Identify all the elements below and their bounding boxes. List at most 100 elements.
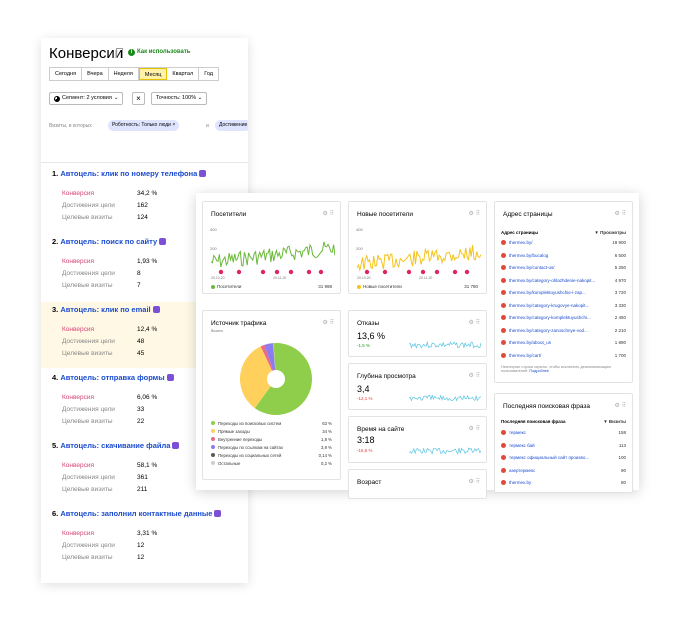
table-row[interactable]: thermex.by/category-krugovye-nakopit... 3… bbox=[501, 302, 626, 308]
x-tick: 20.11.20 bbox=[273, 276, 287, 280]
filter-chip-achievement[interactable]: Достижение bbox=[215, 120, 248, 131]
goal-title[interactable]: 2. Автоцель: поиск по сайту bbox=[52, 237, 167, 246]
table-row[interactable]: thermex.by/category-ohlazhdenie-nakopit.… bbox=[501, 277, 626, 283]
annotation-marker[interactable] bbox=[406, 269, 412, 275]
page-url[interactable]: thermex.by/contact-us/ bbox=[509, 265, 555, 270]
page-url[interactable]: thermex.by/komplektuyushchie-i-zap... bbox=[509, 290, 586, 295]
tab-week[interactable]: Неделя bbox=[109, 68, 139, 80]
how-to-use-label: Как использовать bbox=[137, 49, 191, 55]
tab-yesterday[interactable]: Вчера bbox=[82, 68, 109, 80]
widget-controls[interactable]: ⚙ ⠿ bbox=[468, 320, 480, 326]
annotation-marker[interactable] bbox=[236, 269, 242, 275]
filter-chip-robotness[interactable]: Роботность: Только люди × bbox=[108, 120, 180, 131]
more-link[interactable]: Подробнее bbox=[529, 369, 550, 373]
annotation-marker[interactable] bbox=[306, 269, 312, 275]
annotation-marker[interactable] bbox=[260, 269, 266, 275]
age-widget: Возраст ⚙ ⠿ bbox=[348, 469, 487, 499]
search-phrase[interactable]: термекс бай bbox=[509, 442, 535, 448]
legend-value: 3,9 % bbox=[321, 445, 332, 450]
legend-swatch bbox=[211, 429, 215, 433]
table-row[interactable]: термекс официальный сайт произво... 100 bbox=[501, 455, 626, 460]
table-row[interactable]: термекс бай 113 bbox=[501, 442, 626, 448]
annotation-marker[interactable] bbox=[420, 269, 426, 275]
page-views: 5 250 bbox=[614, 265, 626, 270]
search-phrase[interactable]: термекс официальный сайт произво... bbox=[509, 455, 590, 460]
table-row[interactable]: thermex.by/category-zanoschnye-vod... 2 2… bbox=[501, 327, 626, 333]
conversion-label: Конверсия bbox=[62, 530, 95, 537]
page-url[interactable]: thermex.by/category-zanoschnye-vod... bbox=[509, 327, 588, 333]
annotation-marker[interactable] bbox=[434, 269, 440, 275]
page-url[interactable]: thermex.by/category-komplektuyushchi... bbox=[509, 315, 591, 320]
page-url[interactable]: thermex.by/ bbox=[509, 240, 533, 245]
table-row[interactable]: thermex.by/19 900 bbox=[501, 240, 626, 245]
annotation-marker[interactable] bbox=[452, 269, 458, 275]
annotation-marker[interactable] bbox=[218, 269, 224, 275]
table-row[interactable]: thermex.by/komplektuyushchie-i-zap... 3 7… bbox=[501, 290, 626, 295]
widget-controls[interactable]: ⚙ ⠿ bbox=[468, 373, 480, 379]
widget-controls[interactable]: ⚙ ⠿ bbox=[468, 426, 480, 432]
page-url[interactable]: thermex.by/bucalog bbox=[509, 252, 549, 258]
annotation-marker[interactable] bbox=[318, 269, 324, 275]
metric-value: 3:18 bbox=[357, 435, 375, 445]
pie-slice[interactable] bbox=[272, 343, 276, 379]
tab-quarter[interactable]: Квартал bbox=[167, 68, 200, 80]
annotation-marker[interactable] bbox=[464, 269, 470, 275]
legend-label: Переходы по ссылкам на сайтах bbox=[218, 445, 284, 450]
segment-dropdown[interactable]: Сегмент: 2 условия ⌄ bbox=[49, 92, 124, 105]
table-row[interactable]: термекс 158 bbox=[501, 430, 626, 435]
page-url[interactable]: thermex.by/cart/ bbox=[509, 352, 542, 358]
goal-title[interactable]: 3. Автоцель: клик по email bbox=[52, 305, 160, 314]
table-row[interactable]: thermex.by/about_us 1 890 bbox=[501, 340, 626, 345]
column-header-sort[interactable]: ▼ Визиты bbox=[603, 419, 626, 424]
goal-title[interactable]: 6. Автоцель: заполнил контактные данные bbox=[52, 509, 222, 518]
achievements-label: Достижения цели bbox=[62, 406, 115, 413]
tab-year[interactable]: Год bbox=[204, 71, 213, 77]
search-phrase[interactable]: термекс bbox=[509, 430, 526, 435]
table-row[interactable]: thermex.by 80 bbox=[501, 480, 626, 485]
bounce-sparkline bbox=[409, 340, 481, 349]
bookmark-icon[interactable] bbox=[116, 48, 123, 58]
pie-slice[interactable] bbox=[273, 343, 276, 379]
how-to-use-link[interactable]: i Как использовать bbox=[128, 49, 190, 56]
goal-title[interactable]: 5. Автоцель: скачивание файла bbox=[52, 441, 180, 450]
tab-month[interactable]: Месяц bbox=[138, 68, 168, 80]
legend-value: 63 % bbox=[322, 421, 332, 426]
goal-item: 1. Автоцель: клик по номеру телефона Кон… bbox=[41, 166, 248, 232]
page-url[interactable]: thermex.by/category-krugovye-nakopit... bbox=[509, 302, 590, 308]
pie-slice[interactable] bbox=[260, 344, 276, 379]
legend-item: Остальные 0,2 % bbox=[211, 461, 332, 466]
goal-number: 4. bbox=[52, 373, 59, 382]
tab-today[interactable]: Сегодня bbox=[50, 68, 83, 80]
page-title: Конверсии bbox=[49, 45, 124, 62]
table-row[interactable]: thermex.by/bucalog 6 500 bbox=[501, 252, 626, 258]
goal-title[interactable]: 1. Автоцель: клик по номеру телефона bbox=[52, 169, 207, 178]
goal-title[interactable]: 4. Автоцель: отправка формы bbox=[52, 373, 174, 382]
annotation-marker[interactable] bbox=[382, 269, 388, 275]
widget-controls[interactable]: ⚙ ⠿ bbox=[614, 403, 626, 409]
annotation-marker[interactable] bbox=[364, 269, 370, 275]
widget-controls[interactable]: ⚙ ⠿ bbox=[468, 479, 480, 485]
target-visits-value: 12 bbox=[137, 554, 145, 561]
annotation-marker[interactable] bbox=[274, 269, 280, 275]
widget-controls[interactable]: ⚙ ⠿ bbox=[468, 211, 480, 217]
pie-slice[interactable] bbox=[264, 343, 276, 379]
table-row[interactable]: thermex.by/contact-us/5 250 bbox=[501, 265, 626, 270]
widget-controls[interactable]: ⚙ ⠿ bbox=[322, 211, 334, 217]
table-row[interactable]: thermex.by/category-komplektuyushchi... 2… bbox=[501, 315, 626, 320]
table-row[interactable]: thermex.by/cart/1 700 bbox=[501, 352, 626, 358]
column-header-sort[interactable]: ▼ Просмотры bbox=[594, 230, 626, 235]
widget-controls[interactable]: ⚙ ⠿ bbox=[322, 320, 334, 326]
accuracy-dropdown[interactable]: Точность: 100% ⌄ bbox=[151, 92, 208, 105]
annotation-marker[interactable] bbox=[288, 269, 294, 275]
page-url[interactable]: thermex.by/category-ohlazhdenie-nakopit.… bbox=[509, 277, 596, 283]
table-row[interactable]: азертермекс 90 bbox=[501, 467, 626, 473]
legend-value: 0,14 % bbox=[318, 453, 332, 458]
pie-slice[interactable] bbox=[240, 346, 276, 409]
clear-segment-button[interactable]: × bbox=[132, 92, 145, 105]
goal-name: Автоцель: отправка формы bbox=[60, 373, 165, 382]
search-phrase[interactable]: thermex.by bbox=[509, 480, 532, 485]
close-icon[interactable]: × bbox=[172, 122, 176, 128]
widget-controls[interactable]: ⚙ ⠿ bbox=[614, 211, 626, 217]
page-url[interactable]: thermex.by/about_us bbox=[509, 340, 552, 345]
search-phrase[interactable]: азертермекс bbox=[509, 467, 536, 473]
